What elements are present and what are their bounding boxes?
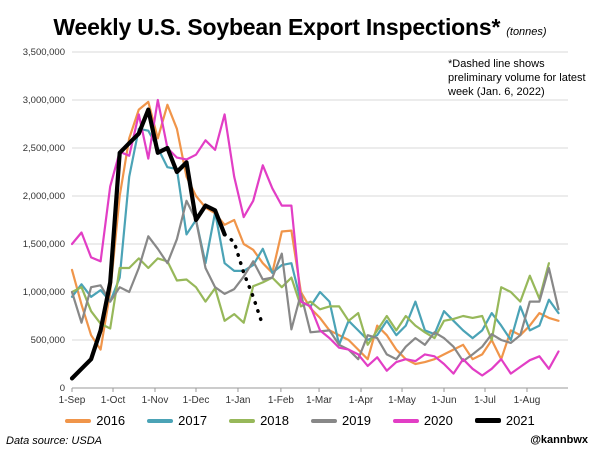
y-tick-label: 500,000 [31,335,65,346]
x-tick-label: 1-Apr [349,395,374,406]
x-tick-label: 1-Jul [474,395,496,406]
legend-swatch [474,418,501,423]
series-2018-line [70,257,551,346]
x-tick-label: 1-Nov [142,395,169,406]
y-tick-label: 2,000,000 [23,191,65,202]
legend-item-2018: 2018 [229,413,289,428]
legend-item-2021: 2021 [474,413,535,428]
series-2020-line [70,98,560,377]
legend-item-2017: 2017 [147,413,207,428]
x-tick-label: 1-Mar [306,395,333,406]
legend-swatch [392,418,419,423]
legend-swatch [65,418,92,423]
legend-swatch [311,418,337,423]
preliminary-note: *Dashed line shows preliminary volume fo… [448,58,586,98]
x-tick-label: 1-Oct [101,395,126,406]
x-tick-label: 1-Aug [514,395,541,406]
legend-swatch [229,418,256,423]
legend-label: 2017 [178,413,208,428]
series-2021-line [69,107,227,381]
y-tick-label: 3,000,000 [23,95,65,106]
series-lines [69,98,560,381]
legend-swatch [147,418,174,423]
x-tick-label: 1-Feb [268,395,295,406]
legend-item-2020: 2020 [392,413,453,428]
y-axis: 0 500,000 1,000,000 1,500,000 2,000,000 2,500… [23,47,65,394]
author-handle: @kannbwx [530,434,588,446]
y-tick-label: 0 [60,383,65,394]
series-2016-line [70,100,560,366]
legend-label: 2020 [423,413,453,428]
series-2019-line [70,199,560,363]
legend: 2016 2017 2018 2019 2020 2021 [0,413,600,428]
y-tick-label: 1,500,000 [23,239,65,250]
data-source: Data source: USDA [6,435,102,447]
chart-title: Weekly U.S. Soybean Export Inspections* [53,14,501,40]
chart-subtitle: (tonnes) [506,26,547,38]
x-tick-label: 1-Dec [183,395,210,406]
x-tick-label: 1-Jun [431,395,456,406]
legend-label: 2018 [260,413,289,428]
x-axis: 1-Sep 1-Oct 1-Nov 1-Dec 1-Jan 1-Feb 1-Mar 1-Apr… [59,388,541,406]
legend-item-2016: 2016 [65,413,125,428]
x-tick-label: 1-May [388,395,416,406]
y-tick-label: 3,500,000 [23,47,65,58]
series-2021-preliminary-line [222,232,265,328]
x-tick-label: 1-Jan [225,395,250,406]
legend-label: 2016 [96,413,126,428]
chart-title-block: Weekly U.S. Soybean Export Inspections* (… [0,14,600,41]
y-tick-label: 1,000,000 [23,287,65,298]
x-tick-label: 1-Sep [59,395,86,406]
legend-label: 2021 [505,413,535,428]
legend-item-2019: 2019 [311,413,371,428]
y-tick-label: 2,500,000 [23,143,65,154]
legend-label: 2019 [342,413,371,428]
